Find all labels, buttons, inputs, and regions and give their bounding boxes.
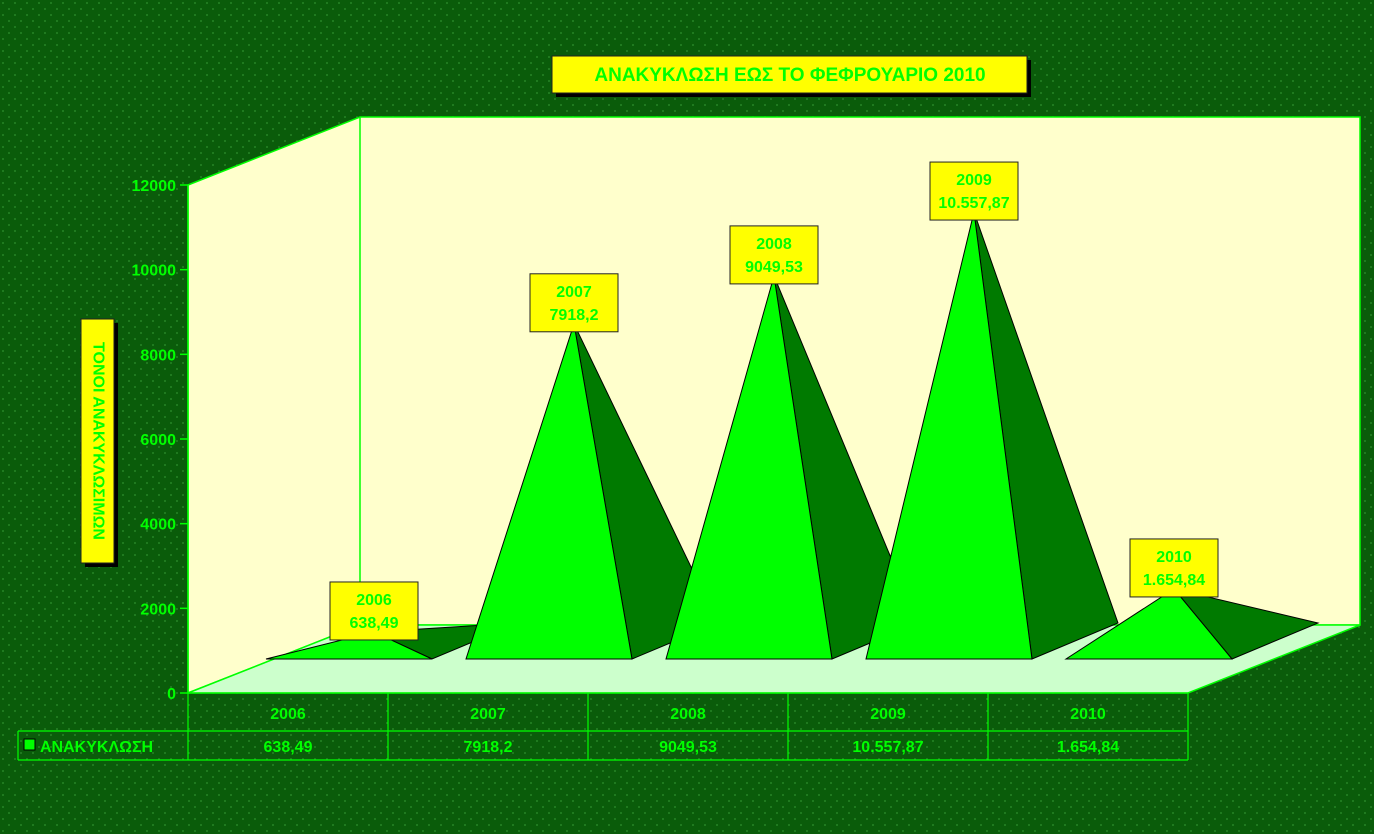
y-tick-label: 0 <box>167 686 176 703</box>
pyramid-bar <box>665 275 833 660</box>
pyramid-bars <box>265 211 1320 660</box>
table-value-cell: 9049,53 <box>659 739 717 756</box>
data-label-value: 1.654,84 <box>1143 572 1205 589</box>
table-header-cell: 2008 <box>670 706 706 723</box>
table-header-cell: 2006 <box>270 706 306 723</box>
data-label: 2006 638,49 <box>329 581 419 641</box>
chart-title: ΑΝΑΚΥΚΛΩΣΗ ΕΩΣ ΤΟ ΦΕΦΡΟΥΑΡΙΟ 2010 <box>594 65 985 86</box>
data-labels: 2006 638,49 2007 7918,2 2008 9049,53 2009 10.55… <box>329 161 1219 641</box>
y-tick-label: 10000 <box>132 263 177 280</box>
y-axis: 0 2000 4000 6000 8000 10000 12000 <box>132 178 189 703</box>
y-tick-label: 4000 <box>140 517 176 534</box>
table-header-cell: 2010 <box>1070 706 1106 723</box>
y-tick-label: 8000 <box>140 347 176 364</box>
data-label-category: 2007 <box>556 284 592 301</box>
y-tick-label: 2000 <box>140 601 176 618</box>
data-label-category: 2009 <box>956 172 992 189</box>
pyramid-bar <box>1064 588 1234 660</box>
data-label-value: 10.557,87 <box>938 195 1009 212</box>
data-label: 2009 10.557,87 <box>929 161 1019 221</box>
y-tick-label: 6000 <box>140 432 176 449</box>
y-axis-title-group: ΤΟΝΟΙ ΑΝΑΚΥΚΛΩΣΙΜΩΝ <box>80 318 118 567</box>
data-label: 2010 1.654,84 <box>1129 538 1219 598</box>
y-axis-title: ΤΟΝΟΙ ΑΝΑΚΥΚΛΩΣΙΜΩΝ <box>89 342 106 540</box>
data-label-category: 2008 <box>756 236 792 253</box>
pyramid-bar <box>465 323 633 660</box>
data-label-category: 2010 <box>1156 549 1192 566</box>
data-label: 2008 9049,53 <box>729 225 819 285</box>
pyramid-bar <box>865 211 1033 660</box>
data-label: 2007 7918,2 <box>529 273 619 333</box>
table-value-cell: 1.654,84 <box>1057 739 1119 756</box>
y-tick-label: 12000 <box>132 178 177 195</box>
legend-key <box>23 738 36 751</box>
table-header-cell: 2007 <box>470 706 506 723</box>
table-header-cell: 2009 <box>870 706 906 723</box>
pyramid-bar <box>265 631 433 660</box>
legend-series-name: ΑΝΑΚΥΚΛΩΣΗ <box>40 739 153 756</box>
chart-title-group: ΑΝΑΚΥΚΛΩΣΗ ΕΩΣ ΤΟ ΦΕΦΡΟΥΑΡΙΟ 2010 <box>551 55 1031 97</box>
data-label-value: 7918,2 <box>550 307 599 324</box>
data-label-category: 2006 <box>356 592 392 609</box>
table-value-cell: 7918,2 <box>464 739 513 756</box>
data-label-value: 9049,53 <box>745 259 803 276</box>
data-label-value: 638,49 <box>350 615 399 632</box>
table-value-cell: 638,49 <box>264 739 313 756</box>
table-value-cell: 10.557,87 <box>852 739 923 756</box>
data-table: 2006 638,49 2007 7918,2 2008 9049,53 2009 10.55… <box>17 692 1189 761</box>
